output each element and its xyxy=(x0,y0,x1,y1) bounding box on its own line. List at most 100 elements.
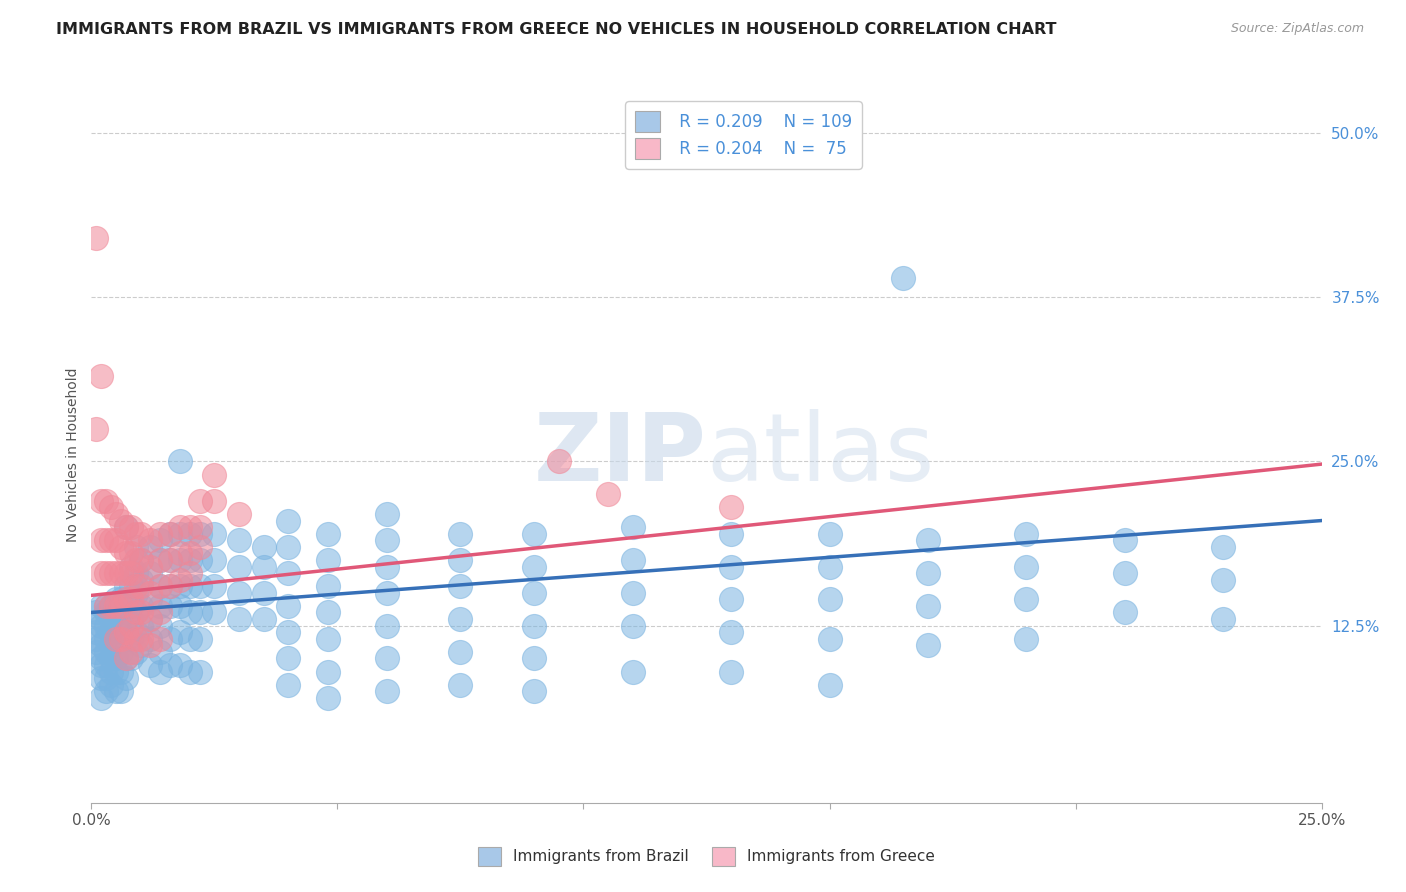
Point xyxy=(149,579,172,593)
Point xyxy=(139,612,162,626)
Point xyxy=(449,678,471,692)
Point xyxy=(139,586,162,600)
Point xyxy=(86,231,108,245)
Point xyxy=(129,638,152,652)
Point xyxy=(253,612,276,626)
Point xyxy=(179,546,201,560)
Point xyxy=(202,606,225,620)
Point xyxy=(124,645,146,659)
Point xyxy=(375,507,398,521)
Point xyxy=(169,454,191,468)
Point xyxy=(523,526,546,541)
Text: IMMIGRANTS FROM BRAZIL VS IMMIGRANTS FROM GREECE NO VEHICLES IN HOUSEHOLD CORREL: IMMIGRANTS FROM BRAZIL VS IMMIGRANTS FRO… xyxy=(56,22,1057,37)
Point xyxy=(96,606,117,620)
Point xyxy=(375,651,398,665)
Point xyxy=(818,526,841,541)
Point xyxy=(96,494,117,508)
Point xyxy=(129,526,152,541)
Point xyxy=(277,599,299,613)
Point xyxy=(169,520,191,534)
Point xyxy=(96,599,117,613)
Point xyxy=(149,618,172,632)
Point xyxy=(202,467,225,482)
Point xyxy=(139,566,162,580)
Point xyxy=(139,533,162,548)
Point xyxy=(159,526,181,541)
Y-axis label: No Vehicles in Household: No Vehicles in Household xyxy=(66,368,80,542)
Point xyxy=(277,651,299,665)
Point xyxy=(114,592,138,607)
Point xyxy=(159,553,181,567)
Point xyxy=(253,540,276,554)
Point xyxy=(110,592,132,607)
Point xyxy=(1212,612,1234,626)
Point xyxy=(96,618,117,632)
Point xyxy=(120,651,142,665)
Point xyxy=(818,592,841,607)
Point xyxy=(818,678,841,692)
Point xyxy=(114,651,138,665)
Point xyxy=(100,665,122,679)
Point xyxy=(621,586,644,600)
Point xyxy=(96,645,117,659)
Point xyxy=(188,520,211,534)
Point xyxy=(169,599,191,613)
Point xyxy=(179,579,201,593)
Point xyxy=(129,579,152,593)
Point xyxy=(917,566,939,580)
Point xyxy=(110,540,132,554)
Point xyxy=(100,678,122,692)
Point xyxy=(114,612,138,626)
Point xyxy=(124,586,146,600)
Point xyxy=(188,553,211,567)
Point xyxy=(129,553,152,567)
Point xyxy=(202,579,225,593)
Point xyxy=(139,592,162,607)
Point xyxy=(375,559,398,574)
Point xyxy=(96,566,117,580)
Point xyxy=(228,533,250,548)
Point xyxy=(90,369,112,384)
Point xyxy=(86,422,108,436)
Point xyxy=(917,638,939,652)
Point xyxy=(114,671,138,685)
Point xyxy=(1114,606,1136,620)
Point xyxy=(129,599,152,613)
Point xyxy=(149,526,172,541)
Point xyxy=(621,520,644,534)
Point xyxy=(179,566,201,580)
Point xyxy=(86,645,108,659)
Point xyxy=(917,533,939,548)
Point xyxy=(139,540,162,554)
Point xyxy=(100,566,122,580)
Point xyxy=(105,632,127,646)
Point xyxy=(375,533,398,548)
Point xyxy=(149,645,172,659)
Point xyxy=(316,632,339,646)
Point xyxy=(124,566,146,580)
Point xyxy=(120,559,142,574)
Point xyxy=(114,632,138,646)
Point xyxy=(1114,566,1136,580)
Point xyxy=(1015,632,1038,646)
Point xyxy=(169,657,191,672)
Point xyxy=(523,559,546,574)
Point xyxy=(90,657,112,672)
Point xyxy=(110,632,132,646)
Point xyxy=(90,638,112,652)
Point xyxy=(105,632,127,646)
Point xyxy=(110,665,132,679)
Point xyxy=(523,618,546,632)
Point xyxy=(90,690,112,705)
Point xyxy=(277,625,299,640)
Point xyxy=(818,632,841,646)
Point xyxy=(120,632,142,646)
Point xyxy=(720,559,742,574)
Point xyxy=(100,651,122,665)
Point xyxy=(129,573,152,587)
Point xyxy=(124,526,146,541)
Point xyxy=(100,612,122,626)
Point xyxy=(169,526,191,541)
Point xyxy=(120,599,142,613)
Point xyxy=(449,553,471,567)
